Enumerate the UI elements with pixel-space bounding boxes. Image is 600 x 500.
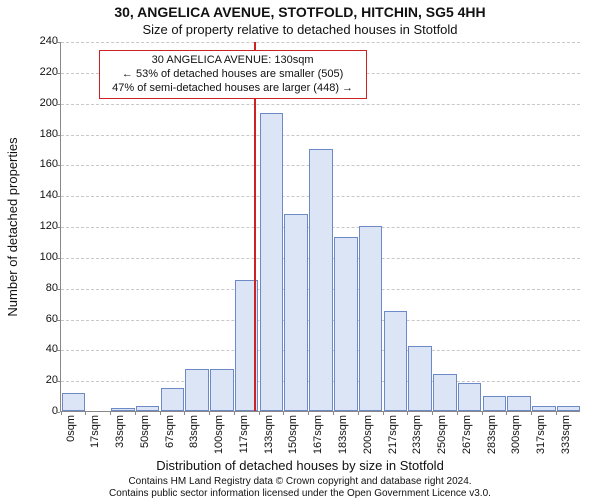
gridline — [61, 135, 580, 136]
y-tick-label: 240 — [30, 35, 58, 47]
x-tick-mark — [556, 411, 557, 415]
histogram-bar — [210, 369, 234, 411]
y-tick-label: 140 — [30, 189, 58, 201]
x-tick-label: 217sqm — [387, 415, 399, 465]
x-tick-mark — [209, 411, 210, 415]
histogram-bar — [260, 113, 284, 411]
histogram-bar — [185, 369, 209, 411]
y-tick-label: 160 — [30, 158, 58, 170]
histogram-bar — [359, 226, 383, 411]
y-tick-mark — [56, 73, 60, 74]
x-tick-mark — [283, 411, 284, 415]
y-tick-mark — [56, 104, 60, 105]
x-tick-mark — [184, 411, 185, 415]
x-tick-mark — [531, 411, 532, 415]
y-tick-mark — [56, 165, 60, 166]
y-tick-label: 120 — [30, 220, 58, 232]
x-tick-mark — [85, 411, 86, 415]
x-tick-label: 50sqm — [139, 415, 151, 465]
y-tick-label: 40 — [30, 343, 58, 355]
gridline — [61, 42, 580, 43]
x-tick-mark — [61, 411, 62, 415]
x-tick-label: 333sqm — [560, 415, 572, 465]
x-tick-label: 33sqm — [114, 415, 126, 465]
y-tick-mark — [56, 350, 60, 351]
y-tick-mark — [56, 412, 60, 413]
x-tick-label: 150sqm — [287, 415, 299, 465]
x-tick-label: 83sqm — [188, 415, 200, 465]
x-tick-mark — [259, 411, 260, 415]
x-tick-mark — [457, 411, 458, 415]
y-tick-label: 60 — [30, 313, 58, 325]
x-tick-label: 117sqm — [238, 415, 250, 465]
y-tick-mark — [56, 381, 60, 382]
x-tick-mark — [160, 411, 161, 415]
x-tick-mark — [358, 411, 359, 415]
x-tick-mark — [482, 411, 483, 415]
x-tick-mark — [110, 411, 111, 415]
y-tick-mark — [56, 289, 60, 290]
histogram-bar — [557, 406, 581, 411]
annotation-line: 47% of semi-detached houses are larger (… — [112, 82, 353, 94]
y-tick-mark — [56, 227, 60, 228]
histogram-bar — [384, 311, 408, 411]
histogram-bar — [62, 393, 86, 412]
histogram-bar — [458, 383, 482, 411]
y-tick-mark — [56, 196, 60, 197]
y-tick-label: 200 — [30, 97, 58, 109]
histogram-bar — [507, 396, 531, 411]
x-tick-label: 183sqm — [337, 415, 349, 465]
x-tick-mark — [333, 411, 334, 415]
histogram-bar — [111, 408, 135, 411]
chart-title: 30, ANGELICA AVENUE, STOTFOLD, HITCHIN, … — [0, 4, 600, 20]
annotation-line: ← 53% of detached houses are smaller (50… — [122, 68, 343, 80]
x-tick-mark — [308, 411, 309, 415]
histogram-bar — [532, 406, 556, 411]
histogram-bar — [334, 237, 358, 411]
chart-subtitle: Size of property relative to detached ho… — [0, 22, 600, 37]
x-tick-label: 200sqm — [362, 415, 374, 465]
copyright-text: Contains HM Land Registry data © Crown c… — [0, 476, 600, 499]
y-tick-label: 20 — [30, 374, 58, 386]
histogram-bar — [284, 214, 308, 411]
annotation-line: 30 ANGELICA AVENUE: 130sqm — [152, 54, 314, 66]
gridline — [61, 104, 580, 105]
x-tick-label: 133sqm — [263, 415, 275, 465]
x-tick-label: 167sqm — [312, 415, 324, 465]
x-tick-label: 267sqm — [461, 415, 473, 465]
y-tick-label: 0 — [30, 405, 58, 417]
x-tick-mark — [506, 411, 507, 415]
x-tick-label: 100sqm — [213, 415, 225, 465]
x-tick-label: 0sqm — [65, 415, 77, 465]
annotation-box: 30 ANGELICA AVENUE: 130sqm ← 53% of detac… — [99, 50, 367, 99]
x-tick-label: 300sqm — [510, 415, 522, 465]
histogram-bar — [408, 346, 432, 411]
y-tick-mark — [56, 42, 60, 43]
x-tick-mark — [135, 411, 136, 415]
x-tick-label: 250sqm — [436, 415, 448, 465]
x-tick-mark — [407, 411, 408, 415]
histogram-bar — [433, 374, 457, 411]
y-tick-mark — [56, 320, 60, 321]
x-tick-label: 283sqm — [486, 415, 498, 465]
x-tick-label: 17sqm — [89, 415, 101, 465]
histogram-bar — [136, 406, 160, 411]
y-tick-label: 80 — [30, 282, 58, 294]
x-tick-mark — [432, 411, 433, 415]
histogram-bar — [161, 388, 185, 411]
y-tick-mark — [56, 135, 60, 136]
x-tick-mark — [234, 411, 235, 415]
x-tick-label: 67sqm — [164, 415, 176, 465]
y-tick-mark — [56, 258, 60, 259]
y-tick-label: 220 — [30, 66, 58, 78]
plot-area: 30 ANGELICA AVENUE: 130sqm ← 53% of detac… — [60, 42, 580, 412]
y-tick-label: 180 — [30, 128, 58, 140]
histogram-bar — [483, 396, 507, 411]
x-tick-label: 317sqm — [535, 415, 547, 465]
x-tick-mark — [383, 411, 384, 415]
x-tick-label: 233sqm — [411, 415, 423, 465]
chart-root: { "chart": { "type": "histogram", "title… — [0, 0, 600, 500]
y-tick-label: 100 — [30, 251, 58, 263]
histogram-bar — [309, 149, 333, 411]
